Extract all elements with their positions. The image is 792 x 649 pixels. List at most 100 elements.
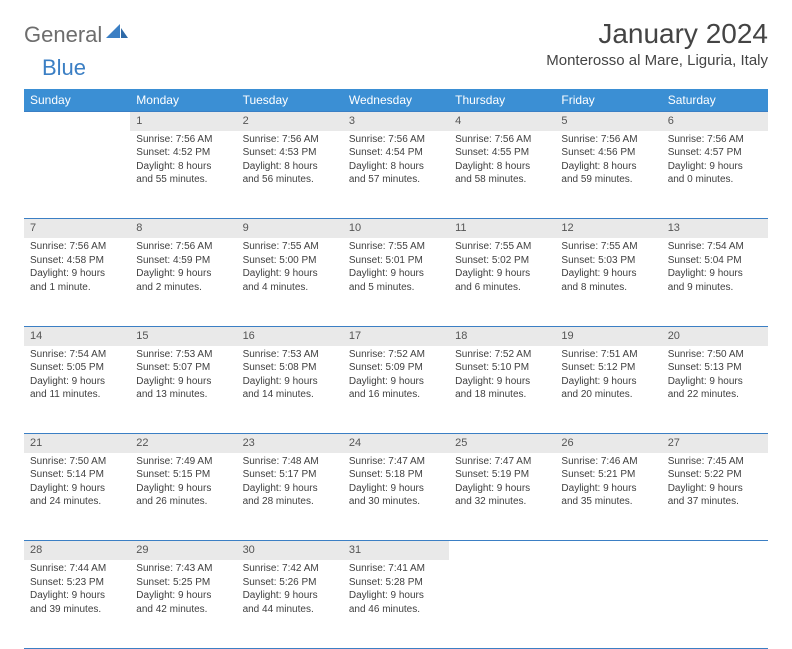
day-line: Daylight: 9 hours [668,267,762,281]
day-line: Sunset: 5:14 PM [30,468,124,482]
day-number-cell: 20 [662,326,768,345]
day-line: and 16 minutes. [349,388,443,402]
day-line: and 9 minutes. [668,281,762,295]
day-number-cell: 28 [24,541,130,560]
day-cell: Sunrise: 7:56 AMSunset: 4:54 PMDaylight:… [343,131,449,219]
day-cell: Sunrise: 7:54 AMSunset: 5:05 PMDaylight:… [24,346,130,434]
day-line: Sunrise: 7:56 AM [243,133,337,147]
day-line: Sunrise: 7:49 AM [136,455,230,469]
day-cell: Sunrise: 7:53 AMSunset: 5:08 PMDaylight:… [237,346,343,434]
day-cell: Sunrise: 7:50 AMSunset: 5:14 PMDaylight:… [24,453,130,541]
day-cell: Sunrise: 7:56 AMSunset: 4:59 PMDaylight:… [130,238,236,326]
day-line: and 0 minutes. [668,173,762,187]
day-line: Daylight: 9 hours [349,267,443,281]
day-line: Sunrise: 7:48 AM [243,455,337,469]
day-line: Sunset: 4:59 PM [136,254,230,268]
day-cell: Sunrise: 7:55 AMSunset: 5:00 PMDaylight:… [237,238,343,326]
day-line: Daylight: 8 hours [561,160,655,174]
day-number-cell: 24 [343,434,449,453]
day-line: and 13 minutes. [136,388,230,402]
day-line: and 35 minutes. [561,495,655,509]
day-cell: Sunrise: 7:50 AMSunset: 5:13 PMDaylight:… [662,346,768,434]
day-line: and 8 minutes. [561,281,655,295]
day-line: Sunset: 5:21 PM [561,468,655,482]
day-line: Daylight: 9 hours [30,482,124,496]
day-line: Sunrise: 7:55 AM [455,240,549,254]
day-line: and 6 minutes. [455,281,549,295]
day-body-row: Sunrise: 7:50 AMSunset: 5:14 PMDaylight:… [24,453,768,541]
day-line: Daylight: 9 hours [136,267,230,281]
logo-sail-icon [106,24,128,47]
day-header: Wednesday [343,89,449,112]
day-line: Sunset: 5:04 PM [668,254,762,268]
day-line: and 39 minutes. [30,603,124,617]
day-line: and 30 minutes. [349,495,443,509]
day-line: Sunrise: 7:42 AM [243,562,337,576]
day-line: Sunrise: 7:44 AM [30,562,124,576]
day-line: Daylight: 9 hours [455,267,549,281]
day-cell [449,560,555,648]
day-number-row: 28293031 [24,541,768,560]
day-cell: Sunrise: 7:55 AMSunset: 5:02 PMDaylight:… [449,238,555,326]
day-number-cell: 12 [555,219,661,238]
day-body-row: Sunrise: 7:56 AMSunset: 4:58 PMDaylight:… [24,238,768,326]
day-line: and 18 minutes. [455,388,549,402]
day-number-cell: 10 [343,219,449,238]
day-line: Daylight: 8 hours [349,160,443,174]
day-line: Sunset: 4:53 PM [243,146,337,160]
day-line: Sunrise: 7:51 AM [561,348,655,362]
day-cell: Sunrise: 7:51 AMSunset: 5:12 PMDaylight:… [555,346,661,434]
day-line: Sunset: 5:10 PM [455,361,549,375]
day-header: Sunday [24,89,130,112]
day-number-row: 78910111213 [24,219,768,238]
day-line: Daylight: 9 hours [30,267,124,281]
day-cell: Sunrise: 7:41 AMSunset: 5:28 PMDaylight:… [343,560,449,648]
day-line: and 2 minutes. [136,281,230,295]
location: Monterosso al Mare, Liguria, Italy [546,52,768,69]
day-line: and 42 minutes. [136,603,230,617]
day-line: Daylight: 8 hours [136,160,230,174]
day-number-cell [449,541,555,560]
day-line: and 56 minutes. [243,173,337,187]
day-line: Daylight: 8 hours [455,160,549,174]
day-cell: Sunrise: 7:48 AMSunset: 5:17 PMDaylight:… [237,453,343,541]
day-line: and 37 minutes. [668,495,762,509]
day-line: Sunset: 5:23 PM [30,576,124,590]
day-line: Sunset: 5:22 PM [668,468,762,482]
day-line: Sunrise: 7:45 AM [668,455,762,469]
day-number-cell: 11 [449,219,555,238]
day-line: Sunrise: 7:55 AM [349,240,443,254]
day-line: Sunrise: 7:43 AM [136,562,230,576]
day-line: Sunrise: 7:54 AM [30,348,124,362]
day-line: and 57 minutes. [349,173,443,187]
day-number-cell [662,541,768,560]
day-number-cell: 25 [449,434,555,453]
day-number-cell: 14 [24,326,130,345]
day-header: Friday [555,89,661,112]
day-line: Daylight: 9 hours [349,375,443,389]
day-cell: Sunrise: 7:56 AMSunset: 4:58 PMDaylight:… [24,238,130,326]
title-block: January 2024 Monterosso al Mare, Liguria… [546,18,768,69]
day-line: Daylight: 9 hours [561,482,655,496]
day-cell: Sunrise: 7:42 AMSunset: 5:26 PMDaylight:… [237,560,343,648]
day-number-cell: 16 [237,326,343,345]
day-line: Daylight: 9 hours [668,375,762,389]
day-number-cell: 9 [237,219,343,238]
day-line: and 46 minutes. [349,603,443,617]
day-line: and 26 minutes. [136,495,230,509]
day-cell: Sunrise: 7:46 AMSunset: 5:21 PMDaylight:… [555,453,661,541]
day-number-cell [24,112,130,131]
day-number-cell: 22 [130,434,236,453]
calendar-table: Sunday Monday Tuesday Wednesday Thursday… [24,89,768,649]
day-line: Sunset: 5:07 PM [136,361,230,375]
day-cell: Sunrise: 7:52 AMSunset: 5:09 PMDaylight:… [343,346,449,434]
day-line: Daylight: 9 hours [243,267,337,281]
day-cell: Sunrise: 7:47 AMSunset: 5:19 PMDaylight:… [449,453,555,541]
day-number-cell: 5 [555,112,661,131]
day-number-cell: 2 [237,112,343,131]
day-cell: Sunrise: 7:56 AMSunset: 4:52 PMDaylight:… [130,131,236,219]
day-line: Sunset: 5:28 PM [349,576,443,590]
day-line: Sunset: 5:05 PM [30,361,124,375]
day-line: Sunset: 5:01 PM [349,254,443,268]
day-number-cell: 4 [449,112,555,131]
